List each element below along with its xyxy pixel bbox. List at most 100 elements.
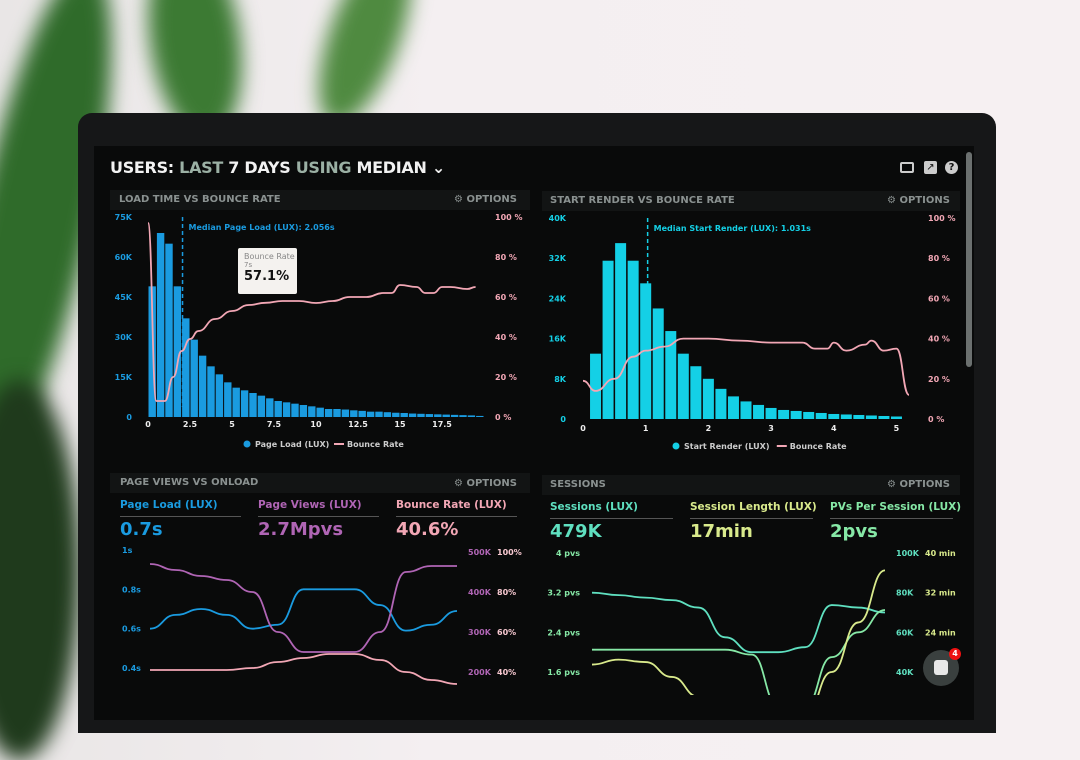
x-tick-label: 2	[706, 424, 712, 433]
histogram-bar	[358, 410, 366, 417]
y-tick-label: 30K	[115, 333, 133, 342]
legend-label: Bounce Rate	[347, 440, 404, 449]
kpi-value: 40.6%	[396, 519, 459, 540]
charts-layer: Median Page Load (LUX): 2.056s 0 15K 30K 45K…	[115, 213, 956, 695]
y2-tick-label: 300K	[468, 628, 492, 637]
histogram-bar	[282, 402, 291, 417]
histogram-bar	[740, 401, 752, 419]
y2-tick-label: 0 %	[928, 415, 944, 424]
help-icon[interactable]: ?	[945, 161, 958, 174]
histogram-bar	[215, 374, 224, 417]
y2-tick-label: 100K	[896, 549, 920, 558]
legend-label: Bounce Rate	[790, 442, 847, 451]
gear-icon: ⚙	[454, 194, 463, 205]
panel-title-page-views: PAGE VIEWS VS ONLOAD	[120, 477, 259, 488]
histogram-bar	[408, 413, 417, 417]
gear-icon: ⚙	[454, 478, 463, 489]
kpi-divider	[120, 516, 241, 517]
bounce-rate-line	[582, 337, 910, 396]
histogram-bar	[266, 398, 274, 417]
histogram-bar	[878, 415, 890, 419]
histogram-bar	[765, 407, 777, 419]
series-line	[149, 563, 457, 653]
y-tick-label: 16K	[549, 335, 567, 344]
y2-tick-label: 60 %	[495, 293, 517, 302]
scrollbar[interactable]	[966, 152, 972, 367]
y-tick-label: 0	[126, 413, 132, 422]
y3-tick-label: 24 min	[925, 628, 956, 637]
title-users: USERS:	[110, 158, 174, 177]
histogram-bar	[383, 412, 392, 417]
x-tick-label: 1	[643, 424, 649, 433]
x-tick-label: 17.5	[432, 420, 452, 429]
tooltip: Bounce Rate 7s 57.1%	[238, 248, 297, 294]
gear-icon: ⚙	[887, 479, 896, 490]
panel-title-start-render: START RENDER VS BOUNCE RATE	[550, 195, 735, 206]
series-line	[149, 588, 458, 632]
y-tick-label: 75K	[115, 213, 133, 222]
bounce-rate-line	[147, 222, 476, 402]
panel-title-load-time: LOAD TIME VS BOUNCE RATE	[119, 194, 281, 205]
histogram-bar	[249, 393, 257, 417]
y-tick-label: 0.8s	[122, 585, 141, 594]
kpi-value: 479K	[550, 521, 602, 542]
histogram-bar	[400, 413, 408, 417]
options-button[interactable]: ⚙ OPTIONS	[454, 478, 517, 489]
y2-tick-label: 20 %	[495, 373, 517, 382]
histogram-bar	[450, 414, 459, 417]
y2-tick-label: 60 %	[928, 294, 950, 303]
y2-tick-label: 40K	[896, 668, 914, 677]
kpi-value: 17min	[690, 521, 753, 542]
y2-tick-label: 100 %	[495, 213, 523, 222]
histogram-bar	[890, 416, 902, 419]
histogram-bar	[615, 243, 627, 419]
kpi-divider	[396, 516, 517, 517]
y2-tick-label: 0 %	[495, 413, 511, 422]
title-days: 7 DAYS	[228, 158, 291, 177]
y-tick-label: 1.6 pvs	[547, 668, 580, 677]
histogram-bar	[828, 413, 840, 419]
options-button[interactable]: ⚙ OPTIONS	[887, 479, 950, 490]
options-button[interactable]: ⚙ OPTIONS	[454, 194, 517, 205]
y-tick-label: 4 pvs	[556, 549, 580, 558]
kpi-label: Page Views (LUX)	[258, 499, 362, 511]
x-tick-label: 4	[831, 424, 837, 433]
histogram-bar	[727, 396, 739, 419]
kpi-label: Page Load (LUX)	[120, 499, 218, 511]
histogram-bar	[291, 403, 299, 417]
y2-tick-label: 400K	[468, 588, 492, 597]
histogram-bar	[753, 404, 765, 419]
monitor-icon[interactable]	[900, 162, 914, 173]
median-label: Median Start Render (LUX): 1.031s	[654, 224, 812, 233]
y-tick-label: 40K	[549, 214, 567, 223]
chat-button[interactable]: 4	[923, 648, 961, 686]
histogram-bar	[840, 414, 852, 419]
chevron-down-icon[interactable]: ⌄	[431, 158, 445, 177]
tooltip-x: 7s	[244, 261, 253, 269]
options-label: OPTIONS	[466, 194, 517, 205]
kpi-divider	[550, 518, 673, 519]
dashboard-title[interactable]: USERS: LAST 7 DAYS USING MEDIAN ⌄	[110, 158, 445, 177]
histogram-bar	[156, 233, 165, 417]
histogram-bar	[375, 411, 383, 417]
histogram-bar	[790, 410, 802, 419]
options-label: OPTIONS	[899, 195, 950, 206]
options-label: OPTIONS	[899, 479, 950, 490]
y2-tick-label: 100 %	[928, 214, 956, 223]
legend-dot	[672, 442, 680, 450]
options-button[interactable]: ⚙ OPTIONS	[887, 195, 950, 206]
y-tick-label: 8K	[554, 375, 567, 384]
legend-label: Start Render (LUX)	[684, 442, 770, 451]
y3-tick-label: 32 min	[925, 589, 956, 598]
y3-tick-label: 60%	[497, 628, 516, 637]
y-tick-label: 0	[560, 415, 566, 424]
histogram-bar	[299, 405, 308, 417]
y2-tick-label: 80 %	[495, 253, 517, 262]
histogram-bar	[366, 411, 375, 417]
x-tick-label: 7.5	[267, 420, 282, 429]
share-icon[interactable]: ↗	[924, 161, 937, 174]
x-tick-label: 5	[894, 424, 900, 433]
legend-label: Page Load (LUX)	[255, 440, 329, 449]
x-tick-label: 10	[310, 420, 322, 429]
histogram-bar	[815, 412, 827, 419]
